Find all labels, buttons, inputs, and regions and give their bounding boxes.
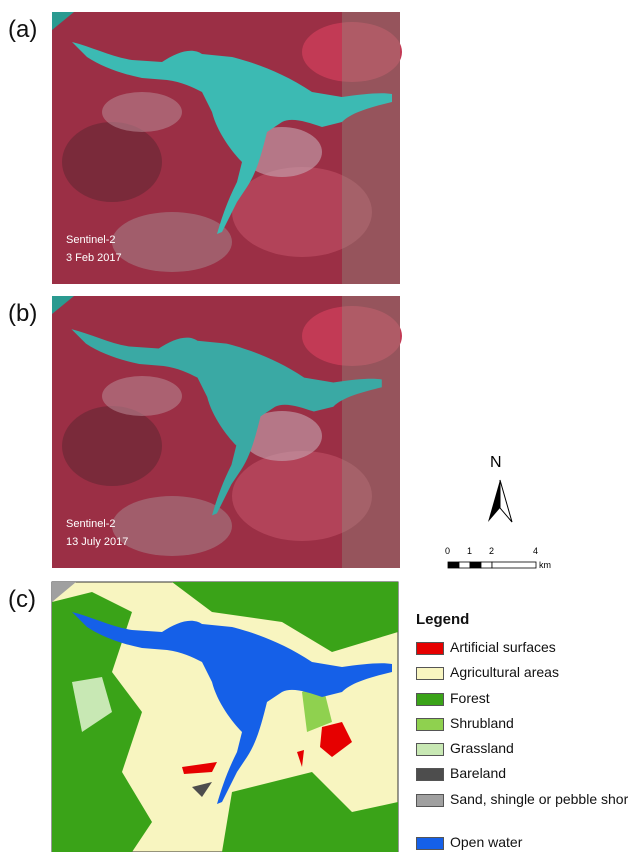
legend-swatch bbox=[416, 642, 444, 655]
legend-item: Grassland bbox=[416, 742, 626, 760]
north-label: N bbox=[490, 454, 502, 472]
legend-label: Agricultural areas bbox=[450, 664, 628, 681]
scale-bar bbox=[448, 562, 536, 568]
legend-item: Open water bbox=[416, 836, 626, 854]
caption-date: 3 Feb 2017 bbox=[66, 252, 122, 264]
legend-label: Bareland bbox=[450, 765, 628, 782]
scale-tick-label: 2 bbox=[489, 546, 494, 556]
legend-label: Open water bbox=[450, 834, 628, 851]
land-cover-map bbox=[52, 582, 398, 852]
legend-swatch bbox=[416, 693, 444, 706]
legend-swatch bbox=[416, 743, 444, 756]
scale-segment bbox=[481, 562, 492, 568]
scale-segment bbox=[459, 562, 470, 568]
legend-item: Forest bbox=[416, 692, 626, 710]
legend-item: Sand, shingle or pebble shores bbox=[416, 793, 626, 811]
legend-swatch bbox=[416, 794, 444, 807]
north-arrow bbox=[488, 480, 512, 522]
legend-label: Grassland bbox=[450, 740, 628, 757]
legend-swatch bbox=[416, 768, 444, 781]
legend-label: Forest bbox=[450, 690, 628, 707]
legend-label: Shrubland bbox=[450, 715, 628, 732]
panel-label: (c) bbox=[8, 586, 36, 614]
caption-date: 13 July 2017 bbox=[66, 536, 128, 548]
legend-item: Agricultural areas bbox=[416, 666, 626, 684]
panel-label: (b) bbox=[8, 300, 37, 328]
legend-swatch bbox=[416, 718, 444, 731]
scale-tick-label: 1 bbox=[467, 546, 472, 556]
scale-segment bbox=[470, 562, 481, 568]
scale-unit: km bbox=[539, 560, 551, 570]
legend-swatch bbox=[416, 667, 444, 680]
legend-label: Artificial surfaces bbox=[450, 639, 628, 656]
panel-label: (a) bbox=[8, 16, 37, 44]
legend-swatch bbox=[416, 837, 444, 850]
scale-segment bbox=[492, 562, 536, 568]
page: N Legend Artificial surfaces Agricultural … bbox=[0, 0, 628, 852]
legend-item: Artificial surfaces bbox=[416, 641, 626, 659]
legend-item: Bareland bbox=[416, 767, 626, 785]
caption-sensor: Sentinel-2 bbox=[66, 518, 116, 530]
scale-segment bbox=[448, 562, 459, 568]
legend-label: Sand, shingle or pebble shores bbox=[450, 791, 628, 808]
caption-sensor: Sentinel-2 bbox=[66, 234, 116, 246]
legend-item: Shrubland bbox=[416, 717, 626, 735]
scale-tick-label: 4 bbox=[533, 546, 538, 556]
legend-title: Legend bbox=[416, 611, 469, 628]
scale-tick-label: 0 bbox=[445, 546, 450, 556]
